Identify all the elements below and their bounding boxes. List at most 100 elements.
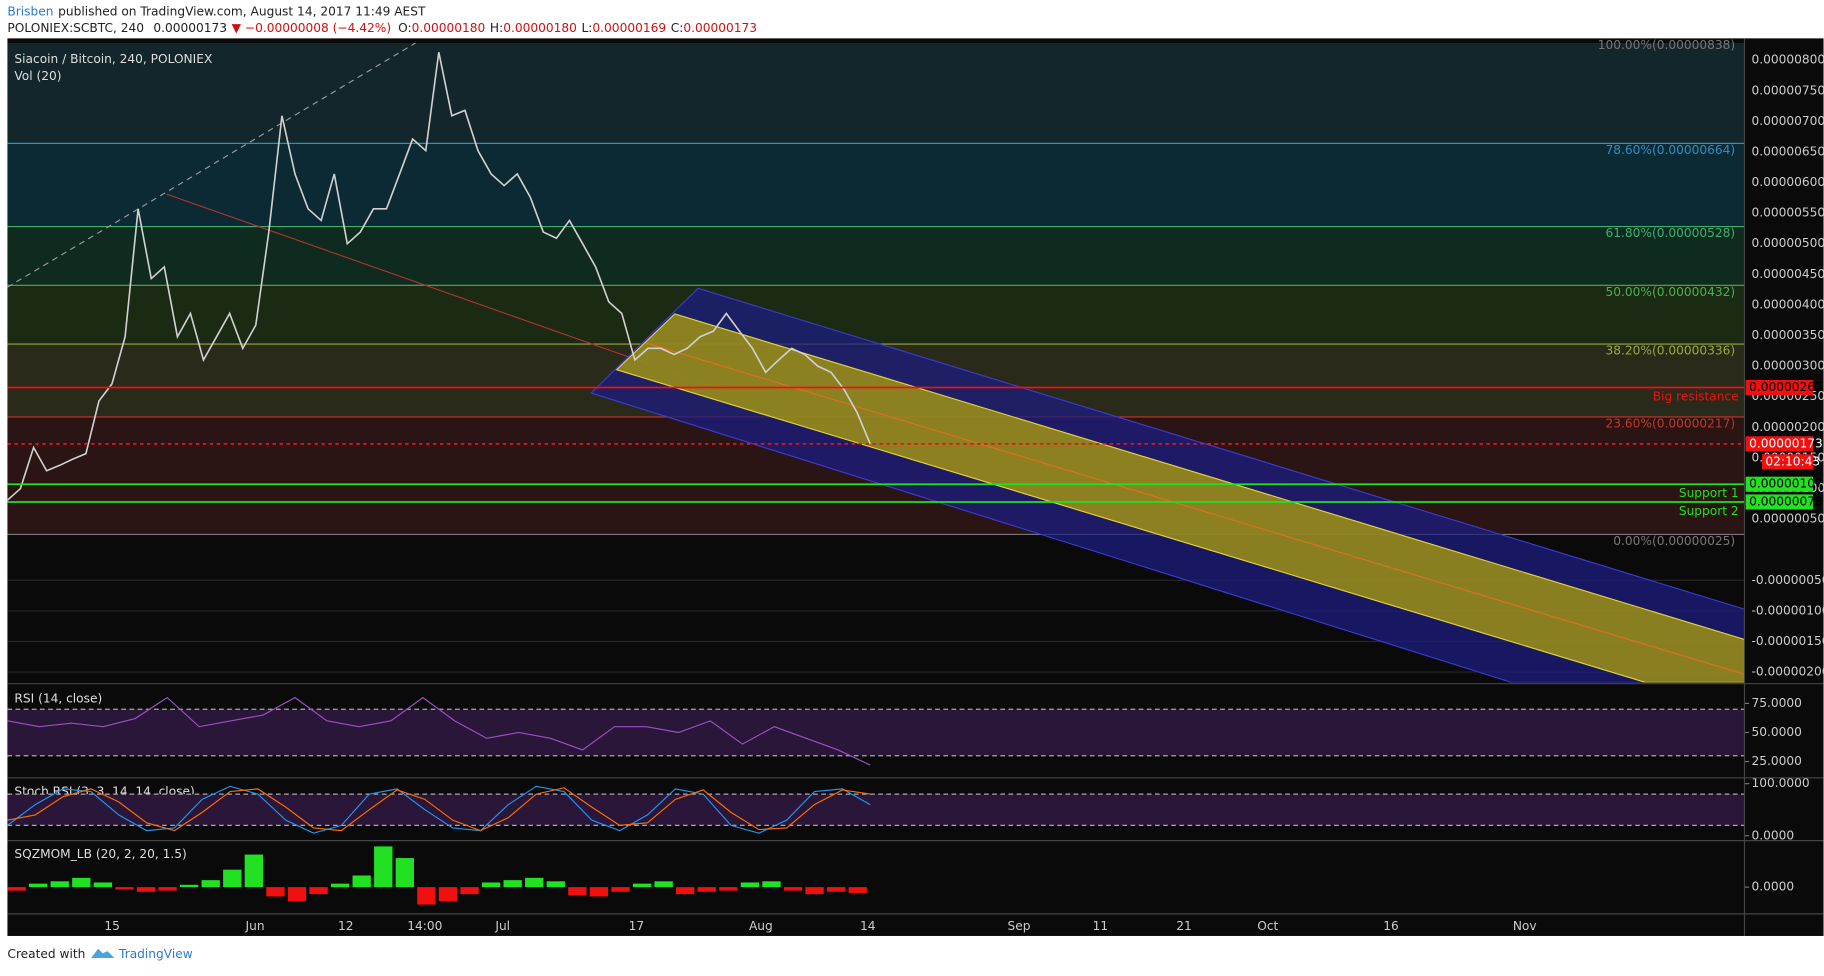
histogram-bar <box>395 858 414 888</box>
histogram-bar <box>93 882 113 888</box>
fib-zone <box>7 43 1745 144</box>
price-note: Support 1 <box>1679 486 1739 500</box>
price-marker <box>1745 476 1814 492</box>
series-line <box>7 696 871 766</box>
ohlc-label: L: <box>582 20 593 34</box>
histogram-bar <box>805 887 824 895</box>
fib-zone <box>7 143 1745 227</box>
y-tick-label: 100.0000 <box>1751 776 1809 790</box>
band <box>7 709 1745 756</box>
countdown-box <box>1761 454 1814 470</box>
price-note: Big resistance <box>1653 389 1739 403</box>
pane-title: Siacoin / Bitcoin, 240, POLONIEX <box>14 52 212 66</box>
histogram-bar <box>460 887 479 895</box>
pane-title: SQZMOM_LB (20, 2, 20, 1.5) <box>14 847 186 861</box>
histogram-bar <box>136 887 156 892</box>
histogram-bar <box>438 887 458 902</box>
histogram-bar <box>697 887 716 892</box>
series-line <box>7 787 871 832</box>
histogram-bar <box>330 883 350 888</box>
x-tick-label: 17 <box>629 919 645 933</box>
y-tick-label: 0.00000700 <box>1751 114 1824 128</box>
histogram-bar <box>223 869 242 888</box>
drawings <box>7 43 1745 683</box>
histogram-bar <box>29 883 48 888</box>
logo <box>91 948 115 959</box>
histogram-bar <box>568 887 587 896</box>
histogram-bar <box>632 883 652 888</box>
ohlc-label: H: <box>490 20 503 34</box>
histogram-bar <box>309 887 328 895</box>
symbol: POLONIEX:SCBTC, 240 <box>7 20 144 34</box>
y-tick-label: 0.00000200 <box>1751 420 1824 434</box>
y-tick-label: 75.0000 <box>1751 696 1801 710</box>
y-tick-label: -0.00000100 <box>1751 603 1824 617</box>
x-tick-label: Jun <box>245 919 265 933</box>
y-tick-label: 0.00000800 <box>1751 53 1824 67</box>
histogram-bar <box>481 882 501 888</box>
fib-label: 100.00%(0.00000838) <box>1598 38 1735 52</box>
fib-label: 61.80%(0.00000528) <box>1606 226 1736 240</box>
histogram-bar <box>611 887 630 892</box>
series-line <box>7 785 871 834</box>
price-marker-label: 0.00000107 <box>1749 477 1823 491</box>
header-quote: POLONIEX:SCBTC, 240 0.00000173 ▼ −0.000000… <box>7 20 757 34</box>
x-tick-label: 15 <box>104 919 120 933</box>
histogram-bar <box>525 877 544 888</box>
fib-label: 0.00%(0.00000025) <box>1613 534 1735 548</box>
x-tick-label: 14 <box>860 919 876 933</box>
histogram-bar <box>654 881 673 888</box>
fib-zone <box>7 285 1745 345</box>
x-tick-label: Jul <box>494 919 510 933</box>
x-tick-label: 12 <box>338 919 354 933</box>
x-tick-label: Sep <box>1007 919 1030 933</box>
x-tick-label: Aug <box>749 919 773 933</box>
x-tick-label: 11 <box>1093 919 1109 933</box>
ohlc: 0.00000169 <box>592 20 666 34</box>
header-line: Brisben published on TradingView.com, Aug… <box>7 4 426 18</box>
histogram-bar <box>287 887 307 902</box>
pane-subtitle: Vol (20) <box>14 69 61 83</box>
y-tick-label: 0.00000750 <box>1751 83 1824 97</box>
price-marker-label: 0.00000173 <box>1749 436 1823 450</box>
x-tick-label: 21 <box>1176 919 1192 933</box>
footer-brand[interactable]: TradingView <box>118 947 193 961</box>
price-marker <box>1745 436 1814 452</box>
y-tick-label: 0.00000550 <box>1751 206 1824 220</box>
price-marker-label: 0.00000078 <box>1749 494 1823 508</box>
y-tick-label: 0.00000050 <box>1751 512 1824 526</box>
histogram-bar <box>546 881 565 888</box>
countdown: 02:10:43 <box>1765 454 1820 468</box>
histogram-bar <box>783 887 803 891</box>
published: published on TradingView.com, August 14,… <box>58 4 426 18</box>
histogram-bar <box>266 887 285 897</box>
histogram-bar <box>72 877 91 888</box>
histogram-bar <box>740 882 760 888</box>
y-tick-label: 0.00000650 <box>1751 144 1824 158</box>
y-tick-label: -0.00000200 <box>1751 665 1824 679</box>
histogram-bar <box>244 854 264 888</box>
pitchfork-median <box>645 342 1745 675</box>
histogram-bar <box>503 880 522 888</box>
histogram-bar <box>179 884 199 888</box>
x-tick-label: Oct <box>1257 919 1278 933</box>
histogram-bar <box>676 887 695 895</box>
series-line <box>7 52 871 501</box>
ohlc-label: O: <box>398 20 412 34</box>
ohlc-label: C: <box>671 20 684 34</box>
y-tick-label: 0.00000450 <box>1751 267 1824 281</box>
histogram-bar <box>352 875 371 888</box>
fib-label: 78.60%(0.00000664) <box>1606 143 1736 157</box>
fib-label: 38.20%(0.00000336) <box>1606 344 1736 358</box>
histogram-bar <box>848 887 867 893</box>
histogram-bar <box>7 887 26 891</box>
histogram-bar <box>50 881 69 888</box>
ohlc: 0.00000180 <box>412 20 486 34</box>
y-tick-label: -0.00000150 <box>1751 634 1824 648</box>
pane-title: RSI (14, close) <box>14 691 102 705</box>
y-tick-label: 50.0000 <box>1751 725 1801 739</box>
histogram-bar <box>201 880 220 888</box>
author[interactable]: Brisben <box>7 4 53 18</box>
ohlc: 0.00000173 <box>683 20 757 34</box>
y-tick-label: -0.00000050 <box>1751 573 1824 587</box>
